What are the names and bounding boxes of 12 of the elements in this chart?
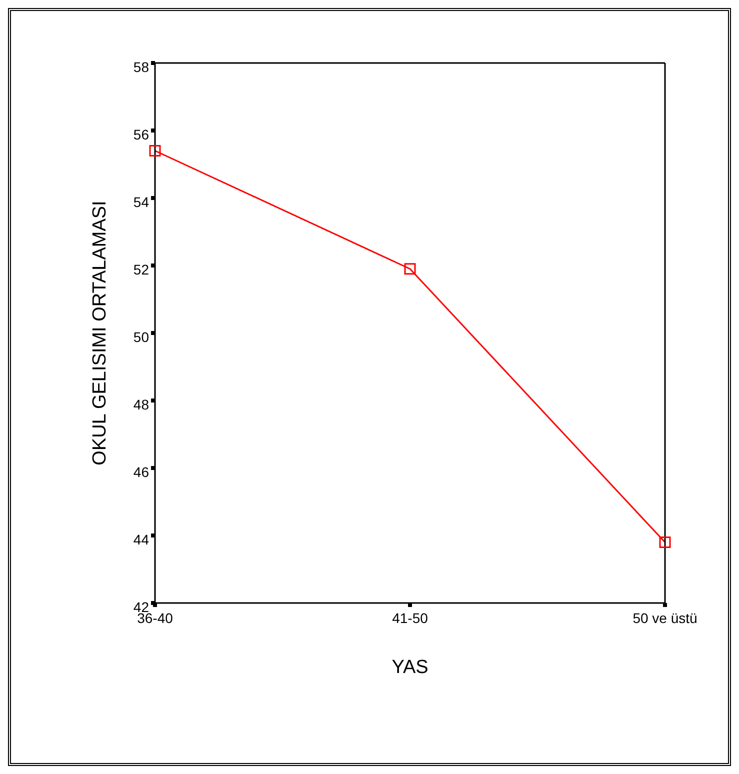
y-axis-title: OKUL GELISIMI ORTALAMASI [90, 200, 111, 466]
y-tick-label: 58 [133, 58, 150, 75]
y-tick-label: 46 [133, 464, 150, 480]
y-tick-label: 56 [133, 126, 150, 142]
x-tick-label: 50 ve üstü [632, 610, 698, 626]
y-tick-label: 50 [133, 328, 150, 345]
x-tick-label: 41-50 [392, 610, 428, 626]
x-axis-title: YAS [392, 657, 428, 678]
y-tick-label: 48 [133, 396, 150, 412]
y-tick-label: 52 [133, 261, 150, 278]
y-tick-label: 44 [133, 531, 150, 548]
y-tick-label: 54 [133, 194, 150, 210]
